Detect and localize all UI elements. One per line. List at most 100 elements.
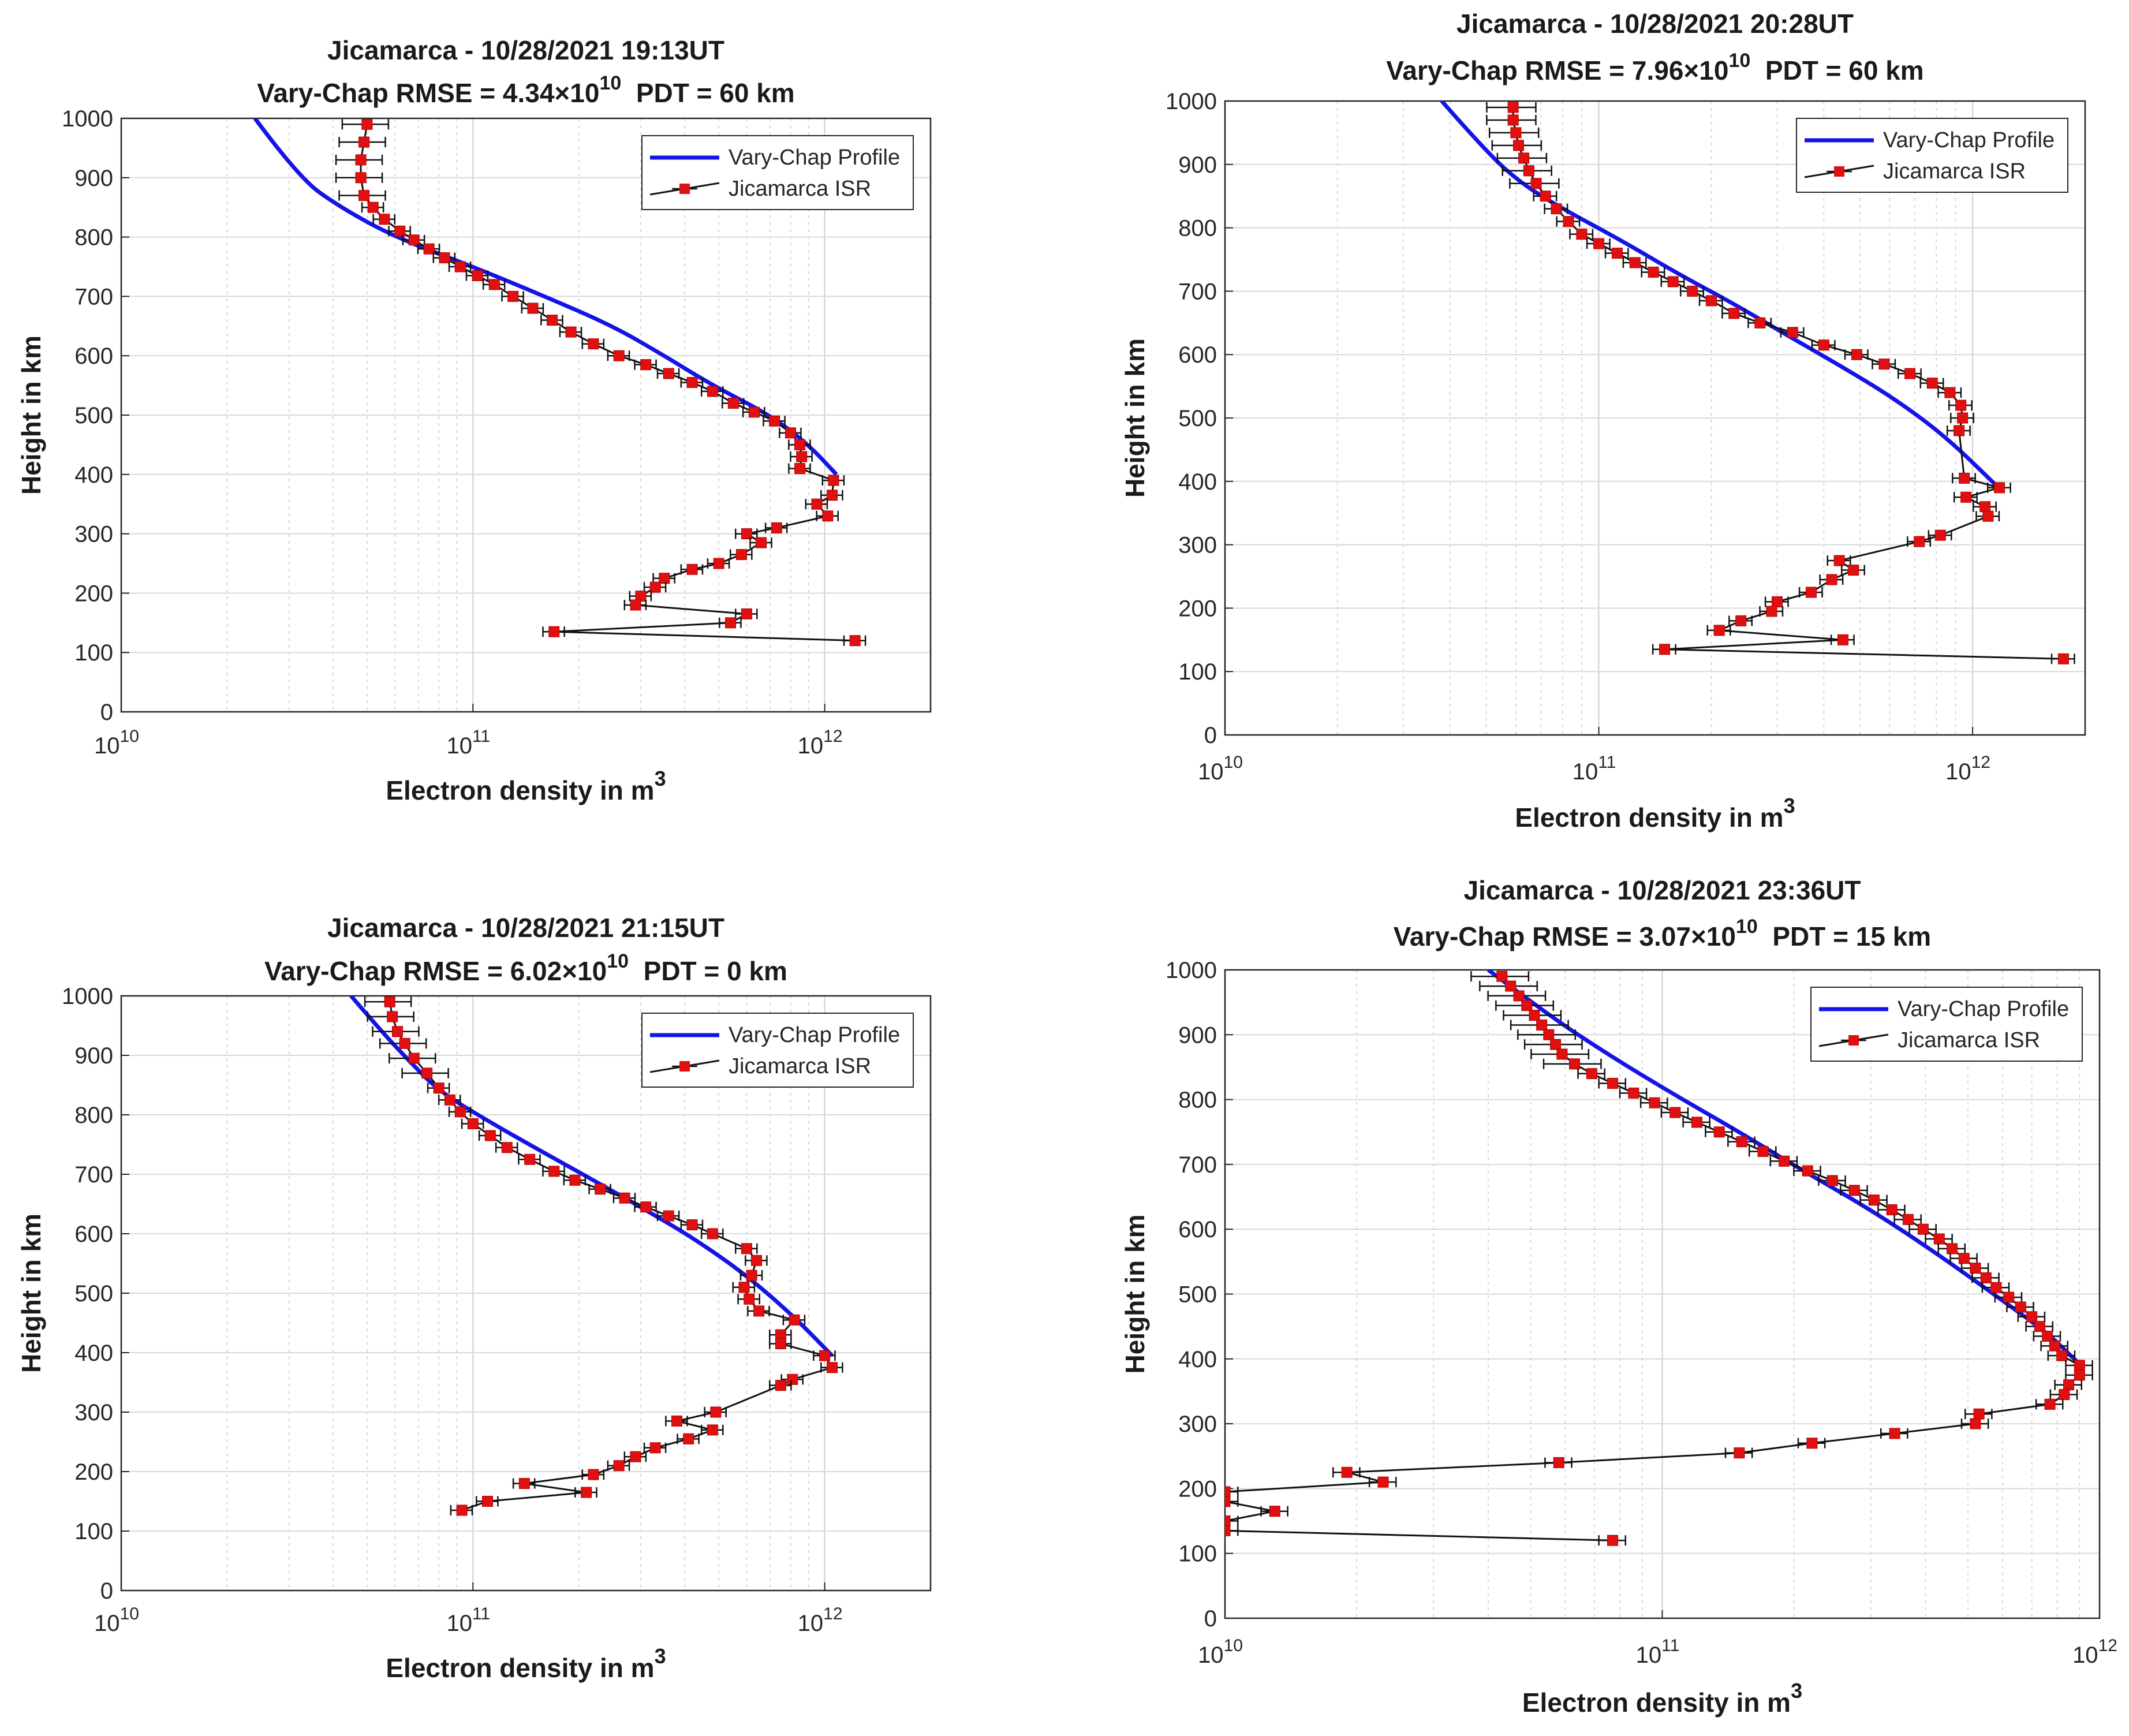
isr-point — [1510, 127, 1522, 139]
y-tick-label: 900 — [74, 1043, 113, 1069]
isr-point — [849, 635, 861, 647]
isr-point — [826, 1362, 838, 1373]
isr-point — [2015, 1301, 2026, 1313]
isr-point — [518, 1478, 530, 1489]
isr-point — [1833, 555, 1845, 566]
x-tick-label: 1011 — [446, 727, 490, 759]
x-tick-label: 1010 — [1198, 753, 1243, 785]
y-tick-label: 700 — [74, 1162, 113, 1188]
isr-point — [649, 1442, 661, 1454]
y-tick-label: 300 — [1178, 533, 1217, 558]
isr-point — [1878, 359, 1890, 370]
isr-point — [1551, 203, 1562, 215]
x-tick-label: 1011 — [1573, 753, 1616, 785]
isr-point — [1979, 501, 1991, 513]
isr-point — [1563, 216, 1574, 227]
x-tick-label: 1011 — [446, 1604, 490, 1636]
isr-point — [796, 451, 808, 462]
y-tick-label: 200 — [1178, 1476, 1217, 1502]
isr-point — [1691, 1117, 1702, 1128]
isr-point — [1826, 574, 1837, 585]
legend-swatch-isr-marker — [679, 184, 690, 194]
isr-point — [1980, 1272, 1992, 1283]
isr-point — [1904, 368, 1916, 379]
isr-point — [433, 1082, 445, 1094]
x-axis-label: Electron density in m3 — [1522, 1679, 1802, 1718]
isr-point — [1902, 1214, 1914, 1225]
y-tick-label: 1000 — [62, 984, 113, 1009]
isr-point — [1926, 378, 1938, 389]
isr-point — [671, 1415, 683, 1427]
isr-point — [1947, 1243, 1958, 1255]
isr-point — [1507, 114, 1519, 126]
chart-panel-2: 0 100 200 300 400 500 600 700 800 900 1000 1010 1011… — [1120, 9, 2086, 832]
isr-point — [775, 1380, 786, 1391]
chart-title: Jicamarca - 10/28/2021 21:15UT — [327, 913, 724, 943]
isr-point — [787, 1373, 798, 1385]
x-tick-label: 1010 — [94, 727, 139, 759]
isr-point — [769, 415, 780, 427]
chart-panel-3: 0 100 200 300 400 500 600 700 800 900 1000 1010 1011… — [16, 913, 932, 1683]
isr-point — [1540, 191, 1551, 202]
x-tick-label: 1010 — [94, 1604, 139, 1636]
isr-point — [1513, 990, 1525, 1002]
isr-point — [1713, 625, 1725, 636]
isr-point — [358, 190, 370, 201]
isr-point — [1713, 1126, 1725, 1138]
isr-point — [1805, 587, 1817, 598]
isr-point — [2049, 1340, 2060, 1352]
y-tick-label: 600 — [1178, 342, 1217, 368]
isr-point — [1649, 1097, 1660, 1108]
y-tick-label: 600 — [1178, 1217, 1217, 1242]
isr-point — [355, 172, 367, 184]
y-tick-label: 700 — [1178, 1152, 1217, 1178]
isr-point — [1757, 1145, 1769, 1157]
isr-point — [741, 528, 752, 540]
isr-point — [1934, 529, 1946, 541]
isr-point — [1521, 1000, 1533, 1011]
x-tick-label: 1012 — [798, 727, 843, 759]
y-tick-label: 400 — [1178, 469, 1217, 495]
isr-point — [1960, 491, 1972, 503]
legend-label-isr: Jicamarca ISR — [1883, 159, 2026, 184]
isr-point — [1593, 238, 1605, 249]
isr-point — [1377, 1476, 1389, 1488]
y-tick-label: 0 — [1204, 723, 1217, 748]
isr-point — [501, 1142, 513, 1153]
isr-point — [488, 279, 500, 290]
isr-point — [367, 201, 379, 213]
isr-point — [707, 386, 718, 397]
vary-chap-profile-line — [1440, 101, 1997, 486]
isr-point — [640, 1201, 652, 1213]
legend-box — [641, 1013, 914, 1088]
isr-point — [613, 350, 625, 361]
vary-chap-profile-line — [349, 996, 834, 1357]
isr-point — [1530, 178, 1542, 189]
isr-point — [387, 1011, 398, 1022]
isr-point — [741, 1243, 752, 1255]
isr-point — [1736, 1136, 1747, 1148]
legend-label-profile: Vary-Chap Profile — [729, 1023, 900, 1047]
isr-point — [408, 234, 420, 246]
y-tick-label: 0 — [1204, 1606, 1217, 1632]
vary-chap-profile-line — [253, 118, 838, 476]
isr-point — [2057, 653, 2069, 664]
legend-swatch-isr-marker — [679, 1061, 690, 1072]
isr-point — [2059, 1389, 2070, 1401]
chart-subtitle: Vary-Chap RMSE = 3.07×1010 PDT = 15 km — [1394, 916, 1931, 951]
isr-point — [548, 1166, 560, 1177]
y-tick-label: 800 — [74, 225, 113, 251]
legend-box — [1810, 987, 2083, 1062]
isr-point — [547, 315, 558, 326]
isr-point — [771, 522, 782, 533]
y-tick-label: 600 — [74, 344, 113, 369]
y-tick-label: 500 — [1178, 1282, 1217, 1308]
isr-point — [1569, 1058, 1581, 1070]
isr-point — [1629, 257, 1641, 268]
plot-area — [1225, 970, 2093, 1546]
legend-label-profile: Vary-Chap Profile — [1883, 128, 2055, 152]
isr-point — [1269, 1506, 1280, 1517]
y-tick-label: 900 — [1178, 152, 1217, 178]
isr-point — [741, 608, 752, 619]
chart-subtitle: Vary-Chap RMSE = 4.34×1010 PDT = 60 km — [257, 72, 794, 108]
